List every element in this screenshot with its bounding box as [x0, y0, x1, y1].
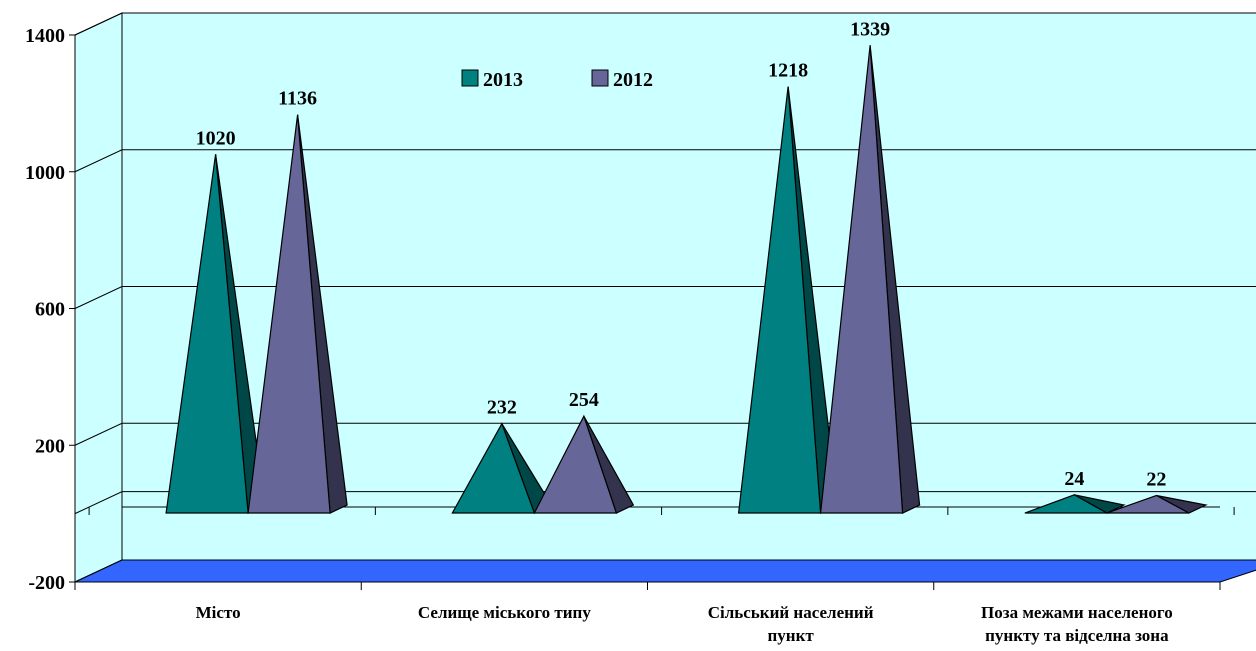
bar-face: [819, 45, 904, 514]
gridline: [74, 286, 1256, 309]
bar-2012-2: [819, 45, 921, 514]
y-tick-label: 1400: [25, 25, 65, 47]
y-tick-label: -200: [28, 572, 65, 594]
x-tick-label: Сільський населений: [708, 603, 874, 622]
bar-face: [1106, 494, 1190, 514]
data-label: 1339: [850, 18, 890, 40]
bar-2013-3: [1024, 494, 1126, 514]
legend-swatch: [461, 69, 479, 87]
x-tick-label: Селище міського типу: [418, 603, 591, 622]
legend-label: 2013: [483, 69, 523, 91]
legend-swatch: [591, 69, 609, 87]
y-tick-label: 600: [35, 299, 65, 321]
legend-label: 2012: [613, 69, 653, 91]
data-label: 1136: [278, 88, 317, 110]
bar-face: [737, 86, 822, 514]
bar-2012-3: [1106, 494, 1208, 514]
x-tick-label: Місто: [196, 603, 241, 622]
bar-2013-1: [451, 422, 553, 514]
data-label: 254: [569, 389, 599, 411]
gridline: [74, 12, 1256, 36]
y-tick-label: 200: [35, 435, 65, 457]
bar-face: [1024, 494, 1110, 514]
bar-2012-1: [533, 414, 635, 514]
bar-2012-0: [247, 114, 348, 514]
x-tick-label: пункту та відселна зона: [985, 626, 1169, 645]
gridline: [74, 149, 1256, 173]
x-tick-label: Поза межами населеного: [981, 603, 1173, 622]
data-label: 22: [1146, 469, 1166, 491]
bar-face: [533, 414, 618, 514]
y-tick-label: 1000: [25, 162, 65, 184]
bar-face: [247, 114, 331, 514]
data-label: 1218: [768, 60, 808, 82]
bar-face: [165, 154, 249, 514]
x-tick-label: пункт: [768, 626, 815, 645]
bar-2013-2: [737, 86, 839, 514]
data-label: 24: [1064, 468, 1084, 490]
data-label: 232: [487, 397, 517, 419]
bar-face: [451, 422, 536, 514]
data-label: 1020: [196, 127, 236, 149]
floor: [74, 559, 1256, 583]
